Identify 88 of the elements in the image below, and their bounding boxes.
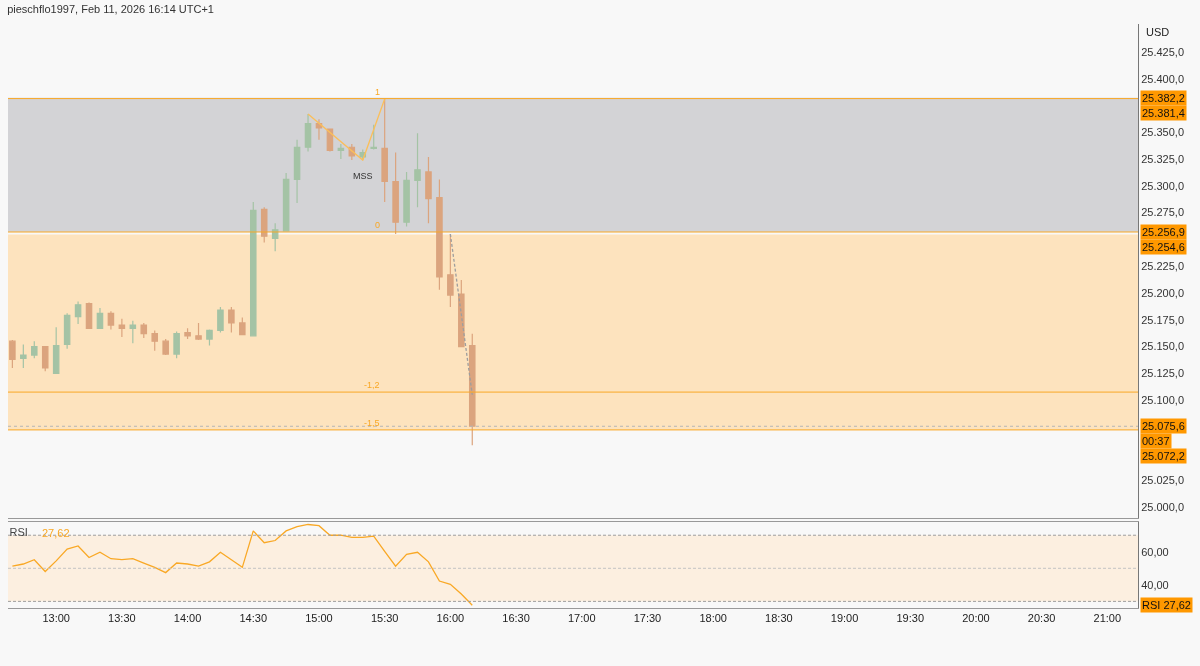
x-tick-label: 13:00 [42, 612, 70, 625]
annotation: 27,62 [42, 527, 70, 539]
candlestick [63, 312, 71, 350]
x-tick-label: 15:30 [370, 612, 399, 625]
x-tick-label: 14:30 [239, 612, 268, 625]
annotation: MSS [353, 171, 373, 181]
text: 00:37 [1142, 435, 1170, 447]
candlestick [304, 113, 312, 153]
candlestick [217, 306, 224, 334]
text: RSI 27,62 [1142, 599, 1191, 611]
candlestick [162, 338, 169, 356]
y-tick-label: 25.000,0 [1141, 501, 1185, 514]
candlestick [107, 310, 115, 330]
candlestick [228, 306, 235, 334]
line-series [11, 523, 473, 606]
candlestick [403, 171, 410, 228]
candlestick [414, 132, 421, 208]
candlestick [392, 151, 399, 235]
y-tick-label: 25.175,0 [1141, 313, 1185, 326]
annotation: -1,2 [364, 380, 380, 390]
x-tick-label: 21:00 [1093, 612, 1122, 625]
x-tick-label: 16:00 [436, 612, 465, 625]
candlestick [293, 139, 301, 204]
annotation: 1 [375, 87, 381, 97]
candlestick [41, 345, 49, 372]
y-tick-label: 25.275,0 [1141, 206, 1185, 219]
candlestick [74, 300, 82, 325]
candlestick [96, 307, 104, 329]
x-tick-label: 15:00 [305, 612, 333, 625]
candlestick [9, 339, 16, 369]
x-tick-label: 16:30 [502, 612, 530, 625]
candlestick [458, 279, 465, 348]
candlestick [140, 322, 148, 339]
y-tick-label: 25.025,0 [1141, 474, 1185, 487]
x-tick-label: 13:30 [108, 612, 136, 625]
y-tick-label: 25.400,0 [1141, 72, 1185, 85]
ref-line-label: 25.256,9 [1142, 226, 1185, 238]
x-tick-label: 18:00 [699, 612, 727, 625]
y-tick-label: 25.125,0 [1141, 367, 1185, 380]
y-tick-label: 25.100,0 [1141, 393, 1185, 406]
x-tick-label: 20:00 [962, 612, 990, 625]
y-tick-label: 25.300,0 [1141, 179, 1185, 192]
candlestick [260, 206, 268, 244]
candlestick [370, 124, 377, 150]
chart-title: RSI [9, 525, 28, 538]
candlestick [337, 143, 345, 160]
y-tick-label: 25.425,0 [1141, 45, 1185, 58]
y-tick-label: 25.150,0 [1141, 340, 1185, 353]
candlestick [282, 172, 290, 232]
annotation: 0 [375, 220, 381, 230]
band-label: 25.254,6 [1142, 241, 1185, 253]
chart-title: pieschflo1997, Feb 11, 2026 16:14 UTC+1 [7, 2, 215, 15]
candlestick [436, 178, 443, 291]
ref-line-label: 25.381,4 [1142, 107, 1185, 119]
y-tick-label: 25.225,0 [1141, 260, 1185, 273]
candlestick [85, 302, 93, 329]
x-tick-label: 20:30 [1027, 612, 1056, 625]
candlestick [20, 343, 27, 369]
candlestick [239, 317, 246, 336]
x-tick-label: 19:00 [830, 612, 859, 625]
band-label: 25.382,2 [1142, 92, 1185, 104]
annotation: -1,5 [364, 418, 380, 428]
y-tick-label: 25.200,0 [1141, 286, 1185, 299]
y-axis-title: USD [1146, 26, 1170, 38]
y-tick-label: 25.350,0 [1141, 126, 1185, 139]
y-tick-label: 25.325,0 [1141, 152, 1185, 165]
x-tick-label: 14:00 [173, 612, 202, 625]
candlestick [425, 156, 432, 224]
ref-line-label: 25.075,6 [1142, 420, 1185, 432]
candlestick [129, 320, 137, 344]
x-tick-label: 18:30 [765, 612, 793, 625]
candlestick [468, 333, 476, 446]
candlestick [381, 98, 388, 203]
candlestick [249, 201, 257, 337]
candlestick [52, 326, 60, 374]
candlestick [195, 322, 202, 341]
candlestick [173, 330, 180, 359]
x-tick-label: 19:30 [896, 612, 925, 625]
candlestick [118, 318, 126, 338]
x-tick-label: 17:00 [567, 612, 596, 625]
candlestick [206, 328, 213, 347]
x-tick-label: 17:30 [633, 612, 662, 625]
candlestick [151, 329, 159, 352]
candlestick [184, 327, 191, 340]
y-tick-label: 40,00 [1141, 578, 1169, 591]
ref-line-label: 25.072,2 [1142, 450, 1185, 462]
candlestick [31, 340, 38, 359]
y-tick-label: 60,00 [1141, 545, 1169, 558]
